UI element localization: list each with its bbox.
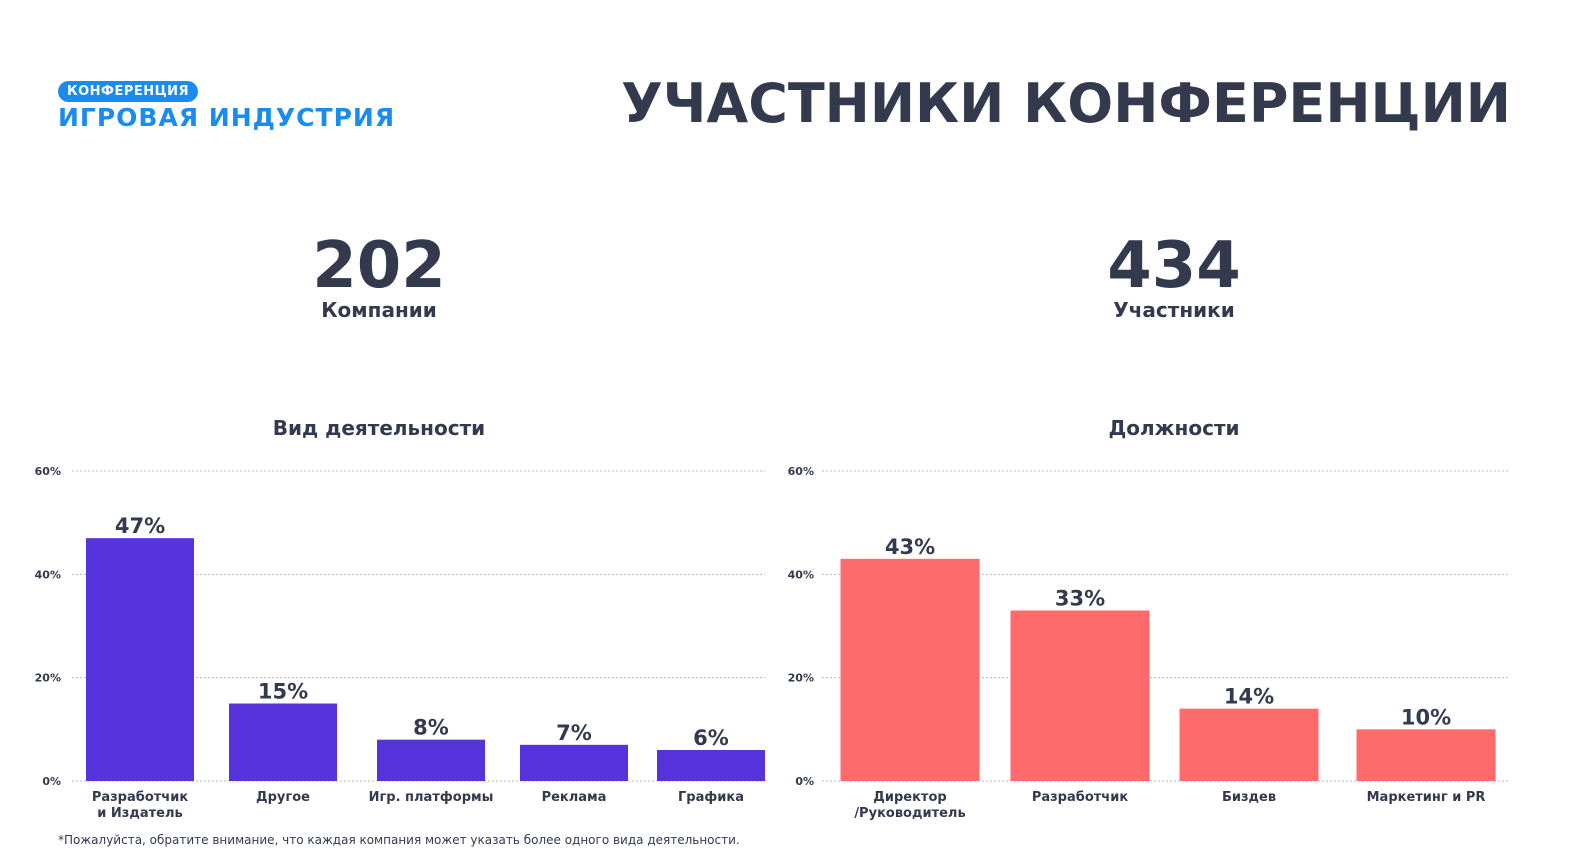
bar-value-label: 33% — [1055, 587, 1105, 611]
bar-value-label: 6% — [693, 726, 729, 750]
bar — [86, 538, 194, 781]
category-label: Разработчик — [92, 790, 189, 805]
bar — [657, 750, 765, 781]
category-label: Графика — [678, 790, 744, 805]
bar-value-label: 15% — [258, 680, 308, 704]
bar — [1356, 729, 1496, 781]
footnote: *Пожалуйста, обратите внимание, что кажд… — [58, 833, 740, 847]
bar-value-label: 43% — [885, 535, 935, 559]
y-tick-label: 60% — [35, 465, 61, 478]
companies-count: 202 — [312, 229, 446, 303]
page-title: УЧАСТНИКИ КОНФЕРЕНЦИИ — [621, 72, 1511, 135]
category-label: Реклама — [542, 790, 607, 805]
logo-badge: КОНФЕРЕНЦИЯ — [58, 81, 199, 102]
bar — [840, 558, 980, 781]
y-tick-label: 40% — [35, 568, 61, 581]
companies-label: Компании — [321, 298, 437, 322]
category-label: Директор — [873, 790, 946, 805]
bar-value-label: 47% — [115, 514, 165, 538]
bar-value-label: 8% — [413, 716, 449, 740]
y-tick-label: 20% — [35, 672, 61, 685]
category-label: Разработчик — [1032, 790, 1129, 805]
category-label: /Руководитель — [854, 806, 965, 821]
category-label: Биздев — [1222, 790, 1276, 805]
activity-chart-title: Вид деятельности — [272, 416, 486, 440]
participants-label: Участники — [1113, 298, 1235, 322]
logo-name: ИГРОВАЯ ИНДУСТРИЯ — [58, 103, 396, 132]
bar — [1010, 610, 1150, 781]
category-label: Маркетинг и PR — [1367, 790, 1486, 805]
bar-value-label: 10% — [1401, 705, 1451, 729]
companies-stat: 202 Компании — [179, 228, 579, 322]
category-label: и Издатель — [97, 806, 182, 821]
y-tick-label: 20% — [788, 672, 814, 685]
category-label: Игр. платформы — [369, 790, 494, 805]
bar — [229, 703, 337, 781]
conference-logo: КОНФЕРЕНЦИЯ ИГРОВАЯ ИНДУСТРИЯ — [58, 80, 395, 132]
bar-value-label: 14% — [1224, 685, 1274, 709]
positions-chart-title: Должности — [1108, 416, 1240, 440]
participants-stat: 434 Участники — [974, 228, 1374, 322]
y-tick-label: 0% — [42, 775, 61, 788]
y-tick-label: 60% — [788, 465, 814, 478]
positions-bar-chart: 0% 20% 40% 60% 43% Директор/Руководитель 33% Ра… — [788, 465, 1510, 821]
y-tick-label: 40% — [788, 568, 814, 581]
bar — [520, 744, 628, 781]
participants-count: 434 — [1107, 229, 1241, 303]
bar — [1179, 708, 1319, 781]
bar — [377, 739, 485, 781]
y-tick-label: 0% — [795, 775, 814, 788]
category-label: Другое — [256, 790, 310, 805]
bar-value-label: 7% — [556, 721, 592, 745]
